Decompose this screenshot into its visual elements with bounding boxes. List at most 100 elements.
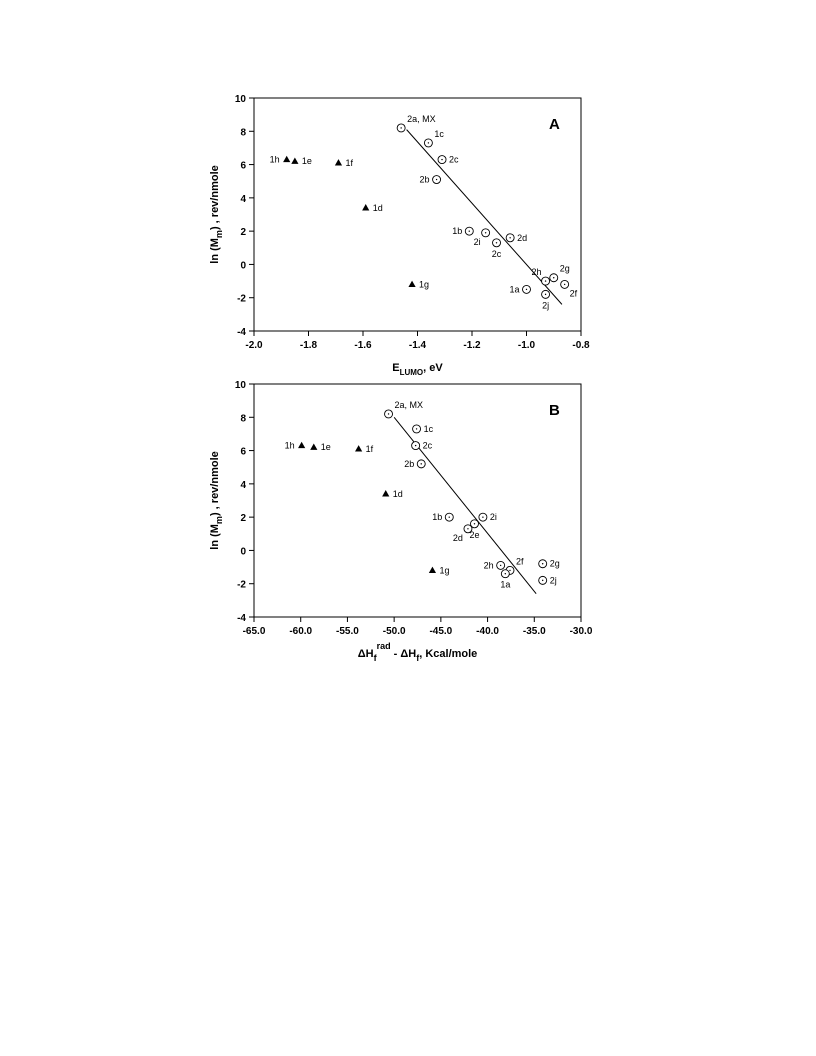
y-tick-label: -2 xyxy=(237,294,246,305)
y-tick-label: 4 xyxy=(240,194,246,205)
point-center-dot xyxy=(541,579,544,582)
point-center-dot xyxy=(467,528,469,530)
point-label: 1d xyxy=(393,489,403,499)
point-label: 1a xyxy=(500,580,510,590)
point-filled-triangle xyxy=(408,280,416,287)
point-label: 2b xyxy=(404,459,414,469)
x-tick-label: -50.0 xyxy=(383,626,406,637)
point-label: 2h xyxy=(532,267,542,277)
y-tick-label: -2 xyxy=(237,580,246,591)
point-label: 1d xyxy=(373,203,383,213)
x-tick-label: -1.0 xyxy=(518,340,536,351)
x-axis-label: ELUMO, eV xyxy=(392,362,443,377)
point-center-dot xyxy=(415,428,418,430)
point-center-dot xyxy=(482,516,484,518)
point-label: 1b xyxy=(432,512,442,522)
y-tick-label: 6 xyxy=(240,161,246,172)
point-center-dot xyxy=(414,444,417,447)
y-tick-label: 10 xyxy=(235,94,247,105)
point-filled-triangle xyxy=(291,157,299,164)
x-tick-label: -1.4 xyxy=(409,340,427,351)
panel-label: B xyxy=(549,402,560,419)
point-center-dot xyxy=(499,564,502,567)
point-label: 2j xyxy=(550,575,557,585)
x-tick-label: -65.0 xyxy=(243,626,266,637)
point-filled-triangle xyxy=(310,443,318,450)
point-center-dot xyxy=(427,142,430,144)
point-label: 2a, MX xyxy=(407,114,436,124)
point-label: 2g xyxy=(550,559,560,569)
x-axis-label: ΔHfrad - ΔHf, Kcal/mole xyxy=(358,641,478,663)
x-tick-label: -40.0 xyxy=(476,626,499,637)
point-filled-triangle xyxy=(355,445,363,452)
point-label: 1g xyxy=(419,279,429,289)
regression-line xyxy=(406,129,563,305)
point-label: 2g xyxy=(560,264,570,274)
y-axis-label: ln (Mm) , rev/nmole xyxy=(209,451,224,549)
point-label: 2c xyxy=(449,155,459,165)
y-tick-label: 10 xyxy=(235,380,247,391)
y-axis-label: ln (Mm) , rev/nmole xyxy=(209,165,224,263)
point-label: 1h xyxy=(285,441,295,451)
point-center-dot xyxy=(420,463,422,465)
plot-frame xyxy=(253,97,582,332)
point-label: 1h xyxy=(270,155,280,165)
point-filled-triangle xyxy=(362,204,370,211)
point-label: 1e xyxy=(302,156,312,166)
point-label: 2h xyxy=(484,560,494,570)
point-label: 2j xyxy=(542,300,549,310)
point-label: 2d xyxy=(453,533,463,543)
y-tick-label: 0 xyxy=(240,260,246,271)
x-tick-label: -1.6 xyxy=(354,340,372,351)
point-center-dot xyxy=(441,158,443,161)
point-filled-triangle xyxy=(334,159,343,166)
x-tick-label: -55.0 xyxy=(336,626,359,637)
point-filled-triangle xyxy=(428,566,437,573)
plot-frame xyxy=(253,383,582,618)
x-tick-label: -1.2 xyxy=(463,340,481,351)
point-label: 1f xyxy=(345,158,353,168)
y-tick-label: 8 xyxy=(240,413,246,424)
point-label: 2c xyxy=(423,441,433,451)
y-tick-label: 2 xyxy=(240,227,246,238)
point-label: 2i xyxy=(474,237,481,247)
point-label: 2d xyxy=(517,233,527,243)
x-tick-label: -0.8 xyxy=(572,340,590,351)
point-filled-triangle xyxy=(298,441,306,449)
point-label: 2i xyxy=(490,512,497,522)
point-center-dot xyxy=(435,178,438,181)
point-center-dot xyxy=(468,230,470,232)
point-label: 1b xyxy=(452,226,462,236)
chart-panel-a: -2.0 -1.8 -1.6 -1.4 -1.2 -1.0 -0.8 -4 -2 0 2 4 6 8 10 l… xyxy=(209,94,590,377)
point-label: 1e xyxy=(321,442,331,452)
point-label: 2f xyxy=(516,556,524,566)
point-label: 1c xyxy=(424,424,434,434)
point-label: 2e xyxy=(469,530,479,540)
point-center-dot xyxy=(387,413,390,415)
point-label: 2b xyxy=(420,175,430,185)
point-center-dot xyxy=(553,277,555,279)
x-tick-label: -45.0 xyxy=(429,626,452,637)
point-label: 1g xyxy=(439,565,449,575)
x-tick-label: -60.0 xyxy=(289,626,312,637)
point-center-dot xyxy=(504,573,507,575)
point-center-dot xyxy=(544,280,547,282)
point-center-dot xyxy=(525,288,528,291)
point-center-dot xyxy=(563,283,566,286)
y-tick-label: 8 xyxy=(240,127,246,138)
point-label: 1a xyxy=(509,284,519,294)
point-center-dot xyxy=(541,563,544,565)
point-center-dot xyxy=(509,237,511,239)
y-tick-label: 0 xyxy=(240,546,246,557)
panel-label: A xyxy=(549,116,560,133)
y-tick-label: 2 xyxy=(240,513,246,524)
point-center-dot xyxy=(473,523,476,525)
point-filled-triangle xyxy=(283,155,291,163)
point-label: 1f xyxy=(366,444,374,454)
point-label: 2c xyxy=(492,249,502,259)
point-label: 1c xyxy=(434,129,444,139)
y-tick-label: 4 xyxy=(240,480,246,491)
point-label: 2a, MX xyxy=(395,400,424,410)
point-center-dot xyxy=(544,293,547,296)
